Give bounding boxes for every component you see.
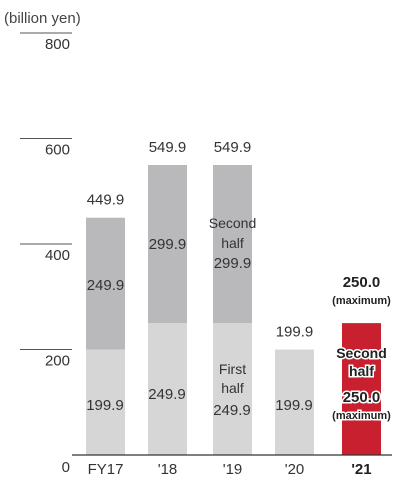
first-half-caption-line-1: First — [219, 361, 246, 377]
highlight-maximum-label: (maximum) — [332, 410, 391, 422]
x-tick-label-2: '19 — [223, 461, 243, 478]
x-tick-label-1: '18 — [158, 461, 178, 478]
y-tick-label-400: 400 — [45, 247, 70, 264]
total-label-2: 549.9 — [214, 139, 252, 156]
bar-second-half-1 — [148, 164, 187, 324]
second-half-value-4: 250.0 — [343, 389, 381, 406]
y-tick-label-800: 800 — [45, 36, 70, 53]
first-half-caption-line-2: half — [221, 380, 244, 396]
second-half-caption-line-2: half — [221, 235, 244, 251]
y-tick-label-200: 200 — [45, 353, 70, 370]
total-maximum-label: (maximum) — [332, 295, 391, 307]
second-half-caption-line-1: Second — [209, 215, 256, 231]
second-half-value-0: 249.9 — [87, 277, 125, 294]
bar-first-half-0 — [86, 349, 125, 455]
total-label-4: 250.0 — [343, 274, 381, 291]
highlight-caption-line-2: half — [349, 363, 374, 379]
first-half-value-0: 199.9 — [86, 397, 124, 414]
x-tick-label-4: '21 — [351, 461, 371, 478]
y-tick-label-0: 0 — [62, 459, 70, 476]
first-half-value-2: 249.9 — [213, 402, 251, 419]
bar-second-half-0 — [86, 217, 125, 350]
unit-label: (billion yen) — [4, 10, 81, 27]
first-half-value-1: 249.9 — [148, 386, 186, 403]
total-label-3: 199.9 — [276, 324, 314, 341]
bar-first-half-3 — [275, 349, 314, 455]
x-tick-label-3: '20 — [285, 461, 305, 478]
bar-first-half-1 — [148, 323, 187, 455]
bar-first-half-2 — [213, 323, 252, 455]
second-half-value-1: 299.9 — [149, 236, 187, 253]
first-half-value-3: 199.9 — [275, 397, 313, 414]
total-label-0: 449.9 — [87, 192, 125, 209]
bar-highlight-4 — [342, 323, 381, 455]
bar-second-half-2 — [213, 164, 252, 324]
highlight-caption-line-1: Second — [336, 345, 387, 361]
total-label-1: 549.9 — [149, 139, 187, 156]
x-tick-label-0: FY17 — [88, 461, 124, 478]
y-tick-label-600: 600 — [45, 142, 70, 159]
second-half-value-2: 299.9 — [214, 255, 252, 272]
